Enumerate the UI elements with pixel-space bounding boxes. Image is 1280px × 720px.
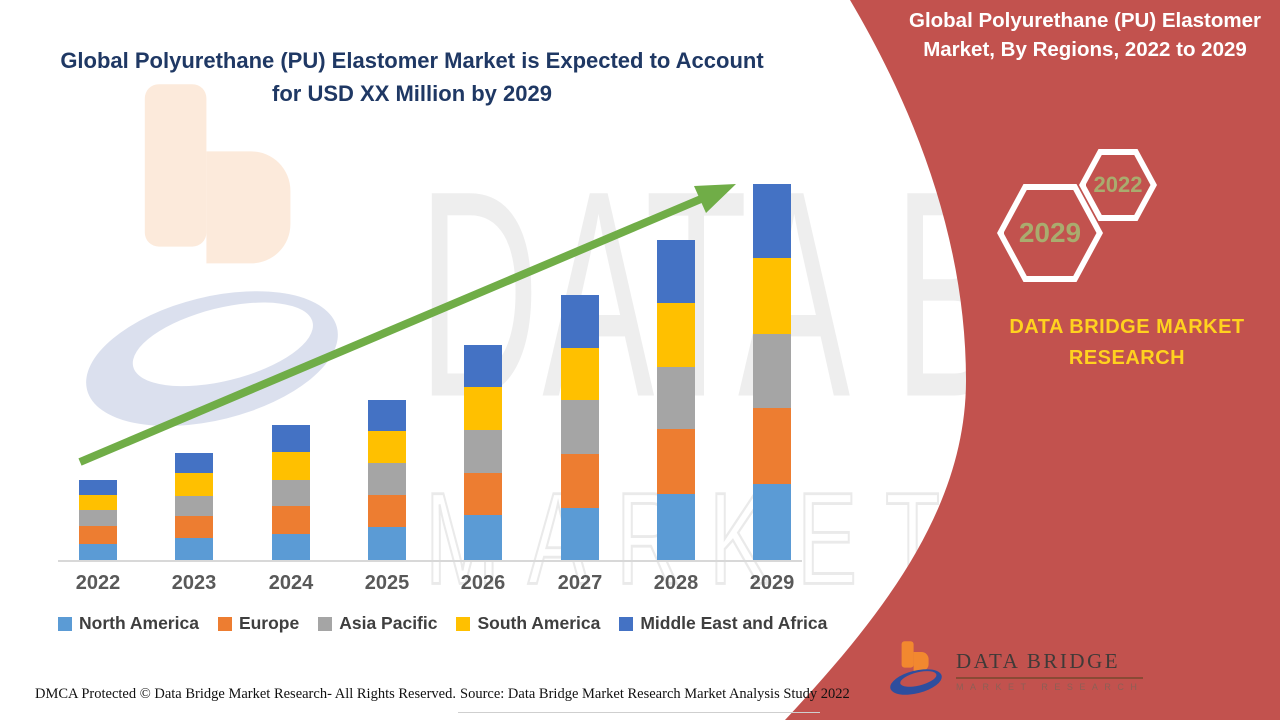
x-axis-label-2029: 2029: [749, 572, 795, 594]
panel-title: Global Polyurethane (PU) Elastomer Marke…: [898, 6, 1272, 64]
databridge-b-icon: [890, 641, 942, 695]
bar-segment-2029-europe: [753, 408, 791, 484]
source-underline: [458, 712, 820, 713]
x-axis-label-2022: 2022: [75, 572, 121, 594]
stacked-bar-2025: [368, 400, 406, 560]
bar-segment-2022-south-america: [79, 495, 117, 510]
bar-segment-2025-middle-east-and-africa: [368, 400, 406, 431]
stacked-bar-2023: [175, 453, 213, 560]
page-title: Global Polyurethane (PU) Elastomer Marke…: [28, 44, 796, 110]
bar-segment-2029-north-america: [753, 484, 791, 560]
stacked-bar-2027: [561, 295, 599, 560]
legend-swatch-icon: [456, 616, 471, 631]
stacked-bar-2024: [272, 425, 310, 560]
legend-item-middle-east-and-africa: Middle East and Africa: [619, 613, 827, 634]
bar-segment-2023-middle-east-and-africa: [175, 453, 213, 473]
bar-segment-2027-south-america: [561, 348, 599, 400]
x-axis-label-2026: 2026: [460, 572, 506, 594]
legend-label: Middle East and Africa: [640, 613, 828, 633]
page-title-line2: for USD XX Million by 2029: [272, 81, 552, 106]
bar-segment-2024-middle-east-and-africa: [272, 425, 310, 452]
legend-item-north-america: North America: [58, 613, 199, 634]
bar-segment-2028-europe: [657, 429, 695, 494]
bar-segment-2029-asia-pacific: [753, 334, 791, 408]
legend-swatch-icon: [318, 616, 333, 631]
legend-swatch-icon: [217, 616, 232, 631]
bar-segment-2023-europe: [175, 516, 213, 538]
bar-segment-2025-europe: [368, 495, 406, 527]
bar-segment-2025-asia-pacific: [368, 463, 406, 495]
brand-name-text: DATA BRIDGE MARKET RESEARCH: [983, 312, 1271, 374]
x-axis-label-2028: 2028: [653, 572, 699, 594]
legend-item-europe: Europe: [217, 613, 300, 634]
page-title-line1: Global Polyurethane (PU) Elastomer Marke…: [60, 48, 764, 73]
x-axis-label-2025: 2025: [364, 572, 410, 594]
brand-name-line1: DATA BRIDGE MARKET: [1009, 316, 1245, 338]
bar-segment-2024-europe: [272, 506, 310, 534]
legend-label: North America: [79, 613, 199, 633]
bar-segment-2027-asia-pacific: [561, 400, 599, 454]
stacked-bar-2028: [657, 240, 695, 560]
bar-segment-2022-north-america: [79, 544, 117, 560]
legend-label: Europe: [238, 613, 300, 633]
bar-segment-2028-south-america: [657, 303, 695, 367]
legend-label: South America: [477, 613, 601, 633]
bar-segment-2024-north-america: [272, 534, 310, 560]
chart-legend: North America Europe Asia Pacific South Ame…: [58, 613, 827, 634]
bar-segment-2023-asia-pacific: [175, 496, 213, 516]
dmca-notice: DMCA Protected © Data Bridge Market Rese…: [35, 686, 456, 702]
bar-segment-2029-middle-east-and-africa: [753, 184, 791, 258]
bar-segment-2028-asia-pacific: [657, 367, 695, 429]
bar-segment-2028-north-america: [657, 494, 695, 560]
legend-item-south-america: South America: [456, 613, 600, 634]
bar-segment-2023-north-america: [175, 538, 213, 560]
hexagon-badge-2022-label: 2022: [1085, 155, 1151, 215]
hexagon-badge-2029-label: 2029: [1003, 190, 1097, 276]
bar-segment-2027-north-america: [561, 508, 599, 560]
legend-swatch-icon: [58, 616, 72, 631]
bar-segment-2027-europe: [561, 454, 599, 508]
bar-segment-2029-south-america: [753, 258, 791, 334]
bar-segment-2022-europe: [79, 526, 117, 544]
bar-segment-2022-middle-east-and-africa: [79, 480, 117, 495]
bar-segment-2025-south-america: [368, 431, 406, 463]
logo-subtitle: MARKET RESEARCH: [956, 681, 1144, 692]
bar-segment-2023-south-america: [175, 473, 213, 496]
databridge-logo-text: DATA BRIDGE MARKET RESEARCH: [956, 649, 1144, 692]
x-axis-line: [58, 560, 802, 562]
bar-segment-2024-asia-pacific: [272, 480, 310, 506]
x-axis-label-2024: 2024: [268, 572, 314, 594]
bar-segment-2026-europe: [464, 473, 502, 515]
legend-swatch-icon: [619, 616, 634, 631]
bar-segment-2026-north-america: [464, 515, 502, 560]
stacked-bar-2029: [753, 184, 791, 560]
databridge-logo: DATA BRIDGE MARKET RESEARCH: [886, 640, 1144, 700]
stacked-bar-2026: [464, 345, 502, 560]
hexagon-badge-2022: 2022: [1079, 149, 1157, 221]
logo-title: DATA BRIDGE: [956, 649, 1144, 679]
brand-name-line2: RESEARCH: [1068, 347, 1186, 369]
bar-segment-2025-north-america: [368, 527, 406, 560]
panel-title-line1: Global Polyurethane (PU) Elastomer: [909, 9, 1261, 32]
legend-label: Asia Pacific: [339, 613, 438, 633]
panel-title-line2: Market, By Regions, 2022 to 2029: [923, 38, 1247, 61]
bar-segment-2027-middle-east-and-africa: [561, 295, 599, 348]
source-note: Source: Data Bridge Market Research Mark…: [460, 686, 850, 702]
bar-segment-2026-south-america: [464, 387, 502, 430]
bar-segment-2028-middle-east-and-africa: [657, 240, 695, 303]
stacked-bar-2022: [79, 480, 117, 560]
bar-segment-2026-middle-east-and-africa: [464, 345, 502, 387]
bar-segment-2024-south-america: [272, 452, 310, 480]
x-axis-label-2023: 2023: [171, 572, 217, 594]
bar-segment-2022-asia-pacific: [79, 510, 117, 526]
legend-item-asia-pacific: Asia Pacific: [318, 613, 437, 634]
bar-segment-2026-asia-pacific: [464, 430, 502, 473]
x-axis-label-2027: 2027: [557, 572, 603, 594]
